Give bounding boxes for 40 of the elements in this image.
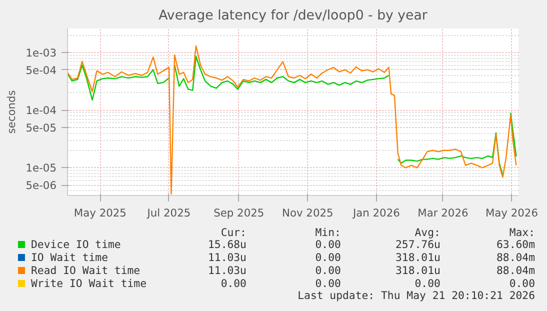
text: 88.04m — [496, 251, 535, 264]
text: Cur: — [220, 226, 246, 239]
y-axis-title: seconds — [4, 90, 18, 134]
x-tick-label: May 2026 — [485, 206, 538, 220]
x-tick-label: Mar 2026 — [418, 206, 468, 220]
x-tick-label: Jul 2025 — [146, 206, 191, 220]
text: 0.00 — [220, 277, 246, 290]
text: 318.01u — [394, 264, 440, 277]
text: 257.76u — [394, 238, 440, 251]
text: 15.68u — [206, 238, 246, 251]
x-tick-label: Sep 2025 — [214, 206, 264, 220]
text: Last update: Thu May 21 20:10:21 2026 — [296, 289, 535, 302]
legend-label: Write IO Wait time — [30, 277, 148, 290]
text: 0.00 — [314, 264, 341, 277]
chart-title: Average latency for /dev/loop0 - by year — [158, 8, 428, 24]
legend-label: Device IO time — [30, 238, 122, 251]
legend-label: Read IO Wait time — [30, 264, 142, 277]
text: 0.00 — [314, 251, 341, 264]
x-tick-label: May 2025 — [74, 206, 126, 220]
text: Min: — [314, 226, 341, 239]
text: 0.00 — [414, 277, 440, 290]
y-tick-label: 5e-05 — [26, 121, 57, 134]
y-tick-label: 1e-05 — [26, 162, 57, 175]
x-tick-label: Nov 2025 — [282, 206, 334, 220]
x-tick-label: Jan 2026 — [352, 206, 400, 220]
text: Avg: — [414, 226, 440, 239]
text: 0.00 — [314, 277, 341, 290]
text: Max: — [508, 226, 535, 239]
text: 0.00 — [314, 238, 341, 251]
text: 11.03u — [206, 251, 246, 264]
y-tick-label: 5e-06 — [26, 179, 57, 192]
y-tick-label: 1e-03 — [26, 46, 57, 60]
y-tick-label: 1e-04 — [26, 104, 57, 118]
text: 63.60m — [496, 238, 535, 251]
text: 88.04m — [496, 264, 535, 277]
text: 11.03u — [206, 264, 246, 277]
legend-label: IO Wait time — [30, 251, 109, 264]
text: 0.00 — [508, 277, 535, 290]
text: 318.01u — [394, 251, 440, 264]
y-tick-label: 5e-04 — [26, 64, 57, 77]
